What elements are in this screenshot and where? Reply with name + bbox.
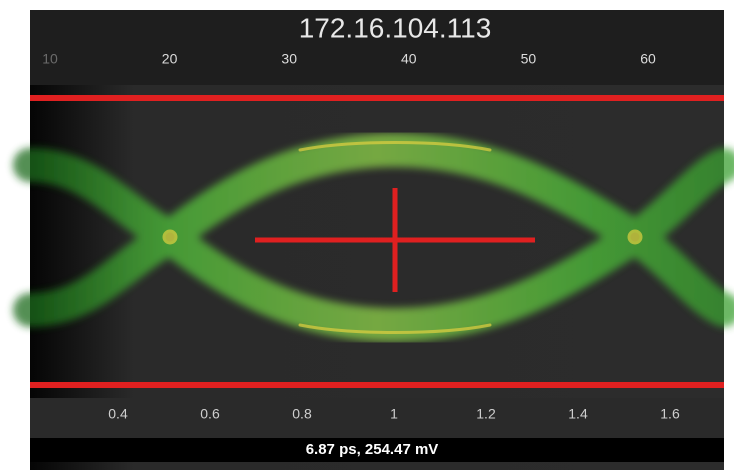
top-tick-label: 60: [640, 51, 656, 67]
top-tick-label: 20: [162, 51, 178, 67]
top-tick-label: 30: [281, 51, 297, 67]
top-tick-label: 40: [401, 51, 417, 67]
status-readout: 6.87 ps, 254.47 mV: [306, 441, 439, 458]
title: 172.16.104.113: [299, 12, 492, 43]
bottom-tick-label: 0.8: [292, 406, 312, 422]
bottom-axis-bar: [30, 398, 724, 438]
bottom-tick-label: 1.2: [476, 406, 496, 422]
bottom-tick-label: 1: [390, 406, 398, 422]
top-tick-label: 50: [521, 51, 537, 67]
eye-diagram-screen: 172.16.104.113 10 20 30 40 50 60 0.4 0.6 0.8 1 1.…: [0, 0, 734, 470]
bottom-tick-label: 1.4: [568, 406, 588, 422]
top-tick-label: 10: [42, 51, 58, 67]
bottom-tick-label: 0.4: [108, 406, 128, 422]
bottom-tick-label: 0.6: [200, 406, 220, 422]
bottom-tick-label: 1.6: [660, 406, 680, 422]
